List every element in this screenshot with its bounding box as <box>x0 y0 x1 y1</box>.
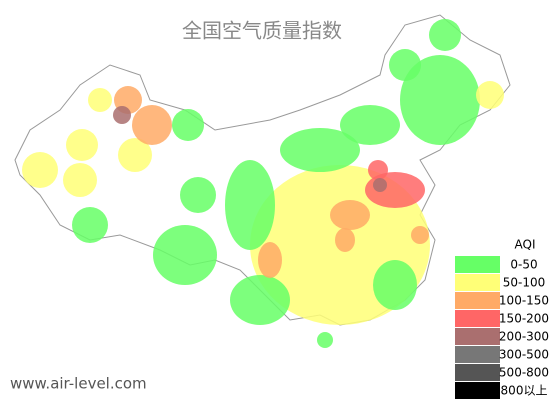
legend-title: AQI <box>515 238 536 252</box>
legend-label: 300-500 <box>499 348 549 362</box>
legend-swatch <box>455 382 500 399</box>
area <box>88 88 112 112</box>
area <box>389 49 421 81</box>
area <box>132 105 172 145</box>
area <box>335 228 355 252</box>
area <box>368 160 388 180</box>
area <box>22 152 58 188</box>
map-title: 全国空气质量指数 <box>182 19 342 43</box>
area <box>66 129 98 161</box>
area <box>411 226 429 244</box>
aqi-areas <box>22 19 504 348</box>
area <box>373 178 387 192</box>
legend-label: 800以上 <box>501 384 548 398</box>
area <box>118 138 152 172</box>
legend-swatch <box>455 310 500 327</box>
legend-label: 200-300 <box>499 330 549 344</box>
area <box>476 81 504 109</box>
legend-swatch <box>455 364 500 381</box>
area <box>340 105 400 145</box>
area <box>317 332 333 348</box>
legend-label: 100-150 <box>499 294 549 308</box>
legend-label: 500-800 <box>499 366 549 380</box>
area <box>280 128 360 172</box>
legend-swatch <box>455 256 500 273</box>
legend-swatch <box>455 328 500 345</box>
legend-swatch <box>455 274 500 291</box>
area <box>153 225 217 285</box>
legend-swatch <box>455 292 500 309</box>
area <box>180 177 216 213</box>
legend-label: 0-50 <box>510 258 537 272</box>
legend-label: 50-100 <box>503 276 546 290</box>
area <box>400 55 480 145</box>
area <box>113 106 131 124</box>
area <box>330 200 370 230</box>
area <box>225 160 275 250</box>
area <box>258 242 282 278</box>
area <box>72 207 108 243</box>
area <box>230 275 290 325</box>
legend: 0-50 50-100 100-150 150-200 200-300 300-500 50… <box>455 256 549 399</box>
legend-label: 150-200 <box>499 312 549 326</box>
watermark: www.air-level.com <box>10 375 147 393</box>
area <box>429 19 461 51</box>
area <box>172 109 204 141</box>
legend-swatch <box>455 346 500 363</box>
area <box>373 260 417 310</box>
area <box>63 163 97 197</box>
